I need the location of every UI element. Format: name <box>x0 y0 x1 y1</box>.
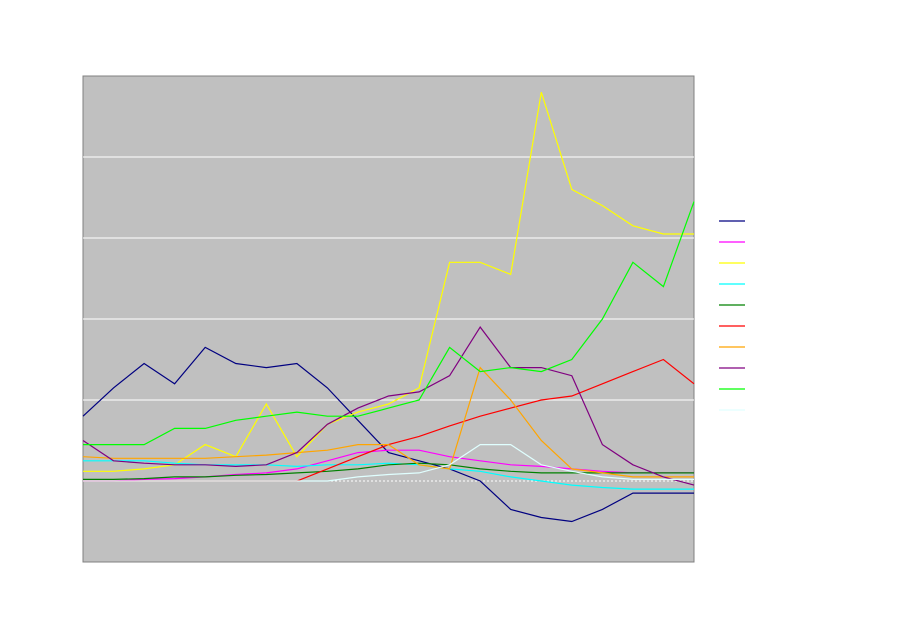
series-line-2 <box>83 449 694 482</box>
series-line-4 <box>83 460 694 490</box>
series-line-5 <box>83 462 694 480</box>
series-line-8 <box>82 326 695 486</box>
series-line-10 <box>83 444 694 482</box>
series-layer <box>82 92 695 523</box>
legend <box>719 220 745 411</box>
series-line-7 <box>82 366 694 478</box>
series-line-9 <box>83 201 695 446</box>
series-line-1 <box>82 346 694 523</box>
